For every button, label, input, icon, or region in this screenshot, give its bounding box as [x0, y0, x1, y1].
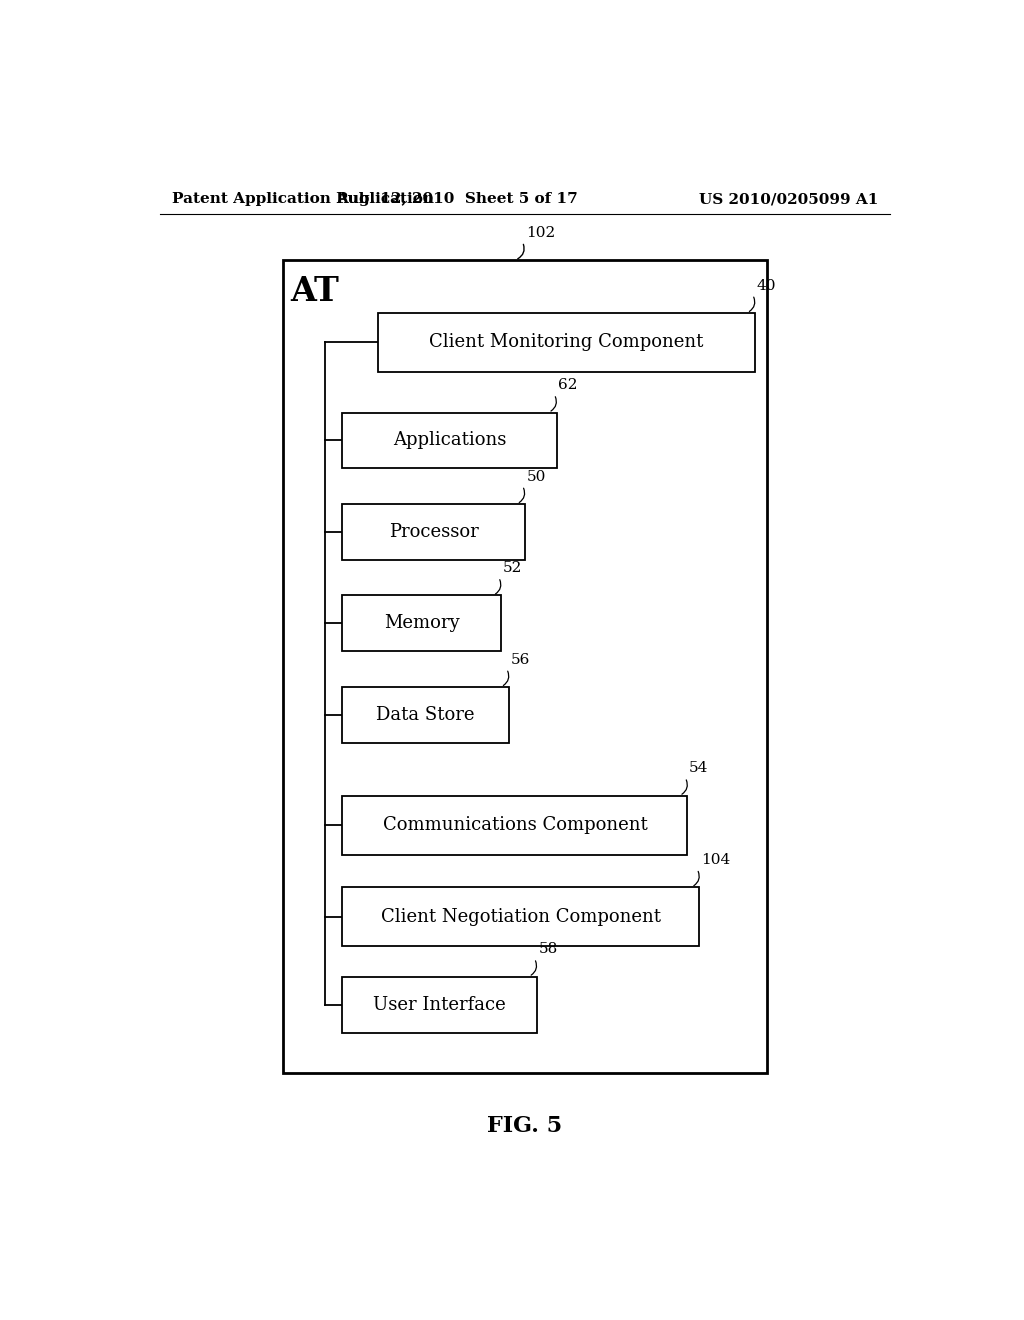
Text: Data Store: Data Store	[377, 706, 475, 723]
Text: FIG. 5: FIG. 5	[487, 1115, 562, 1137]
Text: Processor: Processor	[389, 523, 478, 541]
Text: 52: 52	[503, 561, 522, 576]
Bar	[342, 595, 501, 651]
Text: Applications: Applications	[393, 432, 506, 449]
Text: 62: 62	[558, 378, 578, 392]
Text: 58: 58	[539, 942, 557, 956]
Text: 104: 104	[701, 853, 730, 867]
Text: 50: 50	[526, 470, 546, 483]
Bar	[342, 504, 525, 560]
Bar	[378, 313, 755, 372]
Bar	[342, 796, 687, 854]
Text: Client Monitoring Component: Client Monitoring Component	[429, 334, 703, 351]
Bar	[342, 887, 699, 946]
Text: Patent Application Publication: Patent Application Publication	[172, 191, 433, 206]
Text: AT: AT	[291, 276, 340, 309]
Bar	[342, 686, 509, 743]
Text: 102: 102	[526, 226, 556, 240]
Text: User Interface: User Interface	[373, 995, 506, 1014]
Text: Aug. 12, 2010  Sheet 5 of 17: Aug. 12, 2010 Sheet 5 of 17	[337, 191, 579, 206]
Text: US 2010/0205099 A1: US 2010/0205099 A1	[698, 191, 878, 206]
Text: 54: 54	[689, 762, 709, 775]
Text: Client Negotiation Component: Client Negotiation Component	[381, 908, 660, 925]
Text: Communications Component: Communications Component	[383, 816, 647, 834]
Bar	[342, 977, 537, 1032]
Text: 56: 56	[511, 652, 529, 667]
Bar	[342, 412, 557, 469]
Text: 40: 40	[757, 279, 776, 293]
Text: Memory: Memory	[384, 614, 460, 632]
Bar	[283, 260, 767, 1073]
